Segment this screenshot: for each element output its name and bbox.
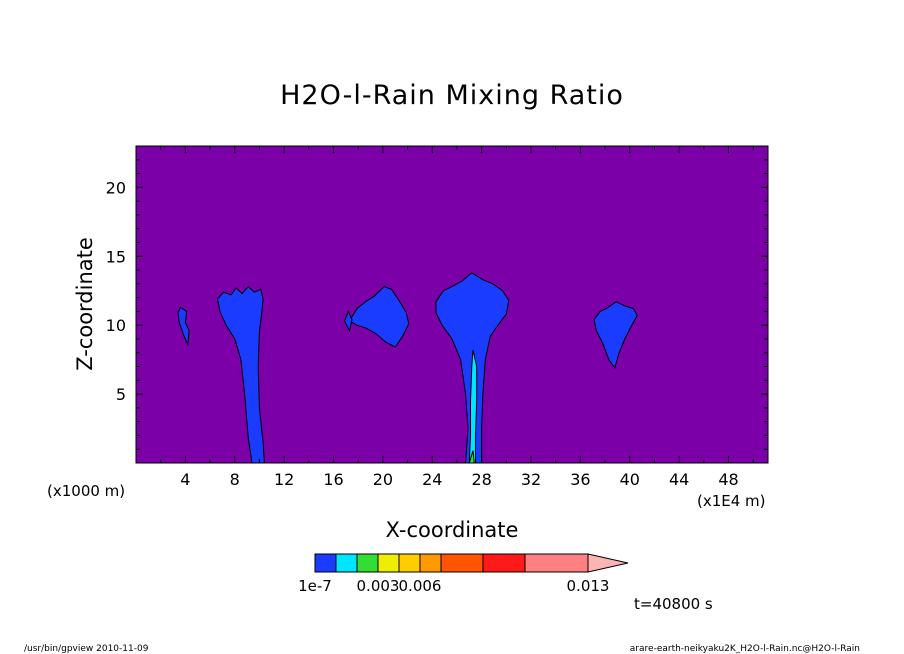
colorbar-swatch (398, 553, 421, 573)
x-axis: 4 8 12 16 20 24 28 32 36 40 44 48 (160, 146, 754, 489)
x-tick-label: 20 (373, 470, 393, 489)
contour-cell (344, 310, 353, 333)
colorbar-label: 1e-7 (298, 577, 332, 595)
colorbar-extension (587, 553, 629, 573)
colorbar-label: 0.003 (357, 577, 400, 595)
x-tick-label: 4 (180, 470, 190, 489)
y-tick-label: 15 (106, 247, 126, 266)
footer-right: arare-earth-neikyaku2K_H2O-l-Rain.nc@H2O… (630, 644, 860, 654)
contour-cell (216, 285, 265, 464)
y-tick-label: 20 (106, 178, 126, 197)
x-tick-label: 48 (718, 470, 738, 489)
time-label: t=40800 s (634, 595, 713, 613)
colorbar-swatch (314, 553, 337, 573)
colorbar-swatch (482, 553, 526, 573)
contour-cell (593, 301, 638, 370)
colorbar-label: 0.013 (567, 577, 610, 595)
x-tick-label: 40 (620, 470, 640, 489)
y-axis-label: Z-coordinate (73, 237, 97, 371)
y-axis: 5 10 15 20 (106, 159, 768, 450)
x-tick-label: 16 (323, 470, 343, 489)
footer-left: /usr/bin/gpview 2010-11-09 (24, 644, 149, 654)
y-tick-label: 5 (116, 385, 126, 404)
x-tick-label: 32 (521, 470, 541, 489)
y-tick-label: 10 (106, 316, 126, 335)
x-unit-right: (x1E4 m) (697, 492, 766, 510)
contour-cell (177, 306, 190, 347)
x-axis-label: X-coordinate (386, 518, 519, 542)
colorbar: 1e-7 0.003 0.006 0.013 (298, 553, 629, 595)
contour-cells (177, 272, 638, 464)
colorbar-swatch (377, 553, 400, 573)
x-tick-label: 36 (570, 470, 590, 489)
colorbar-swatch (335, 553, 358, 573)
plot-frame (135, 145, 769, 464)
colorbar-swatch (524, 553, 589, 573)
x-tick-label: 28 (471, 470, 491, 489)
contour-cell (348, 286, 410, 348)
x-tick-label: 12 (274, 470, 294, 489)
colorbar-swatch (419, 553, 442, 573)
colorbar-swatch (356, 553, 379, 573)
colorbar-swatch (440, 553, 484, 573)
x-tick-label: 8 (230, 470, 240, 489)
x-tick-label: 24 (422, 470, 442, 489)
x-unit-left: (x1000 m) (47, 482, 125, 500)
x-tick-label: 44 (669, 470, 689, 489)
colorbar-label: 0.006 (399, 577, 442, 595)
chart-title: H2O-l-Rain Mixing Ratio (280, 80, 624, 111)
